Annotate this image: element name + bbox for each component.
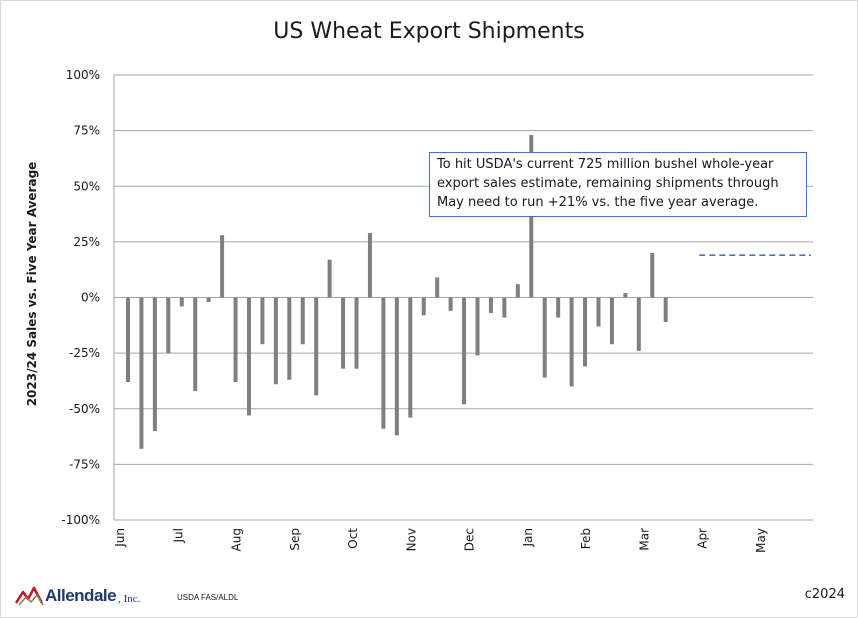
y-tick-label: -25% [69,346,100,360]
bar [367,232,372,298]
bar [408,297,413,418]
annotation-box: To hit USDA's current 725 million bushel… [429,152,807,217]
bar [502,297,507,318]
bar [663,297,668,322]
bar [448,297,453,311]
y-tick-label: 0% [81,291,100,305]
x-tick-label: Nov [404,528,418,551]
bar [475,297,480,356]
x-tick-label: Feb [579,528,593,549]
bar [583,297,588,367]
bar [381,297,386,429]
y-tick-label: -50% [69,402,100,416]
y-tick-label: -100% [61,513,100,527]
bar [300,297,305,345]
bar [220,235,225,298]
bar [488,297,493,314]
bar [206,297,211,302]
x-tick-label: Aug [230,528,244,551]
bar [126,297,130,383]
x-tick-label: Apr [696,528,710,549]
bar [179,297,184,307]
copyright: c2024 [804,587,845,602]
bar [569,297,574,387]
bar [515,284,520,298]
x-tick-label: Jul [171,528,185,543]
bar [421,297,426,316]
bar [596,297,601,327]
bar [233,297,238,383]
x-tick-label: Oct [346,528,360,549]
y-tick-label: 25% [73,235,100,249]
x-tick-label: Jun [113,528,127,548]
y-tick-label: 75% [73,124,100,138]
bar [152,297,157,431]
x-tick-label: Mar [637,528,651,551]
bar [556,297,561,318]
bar [341,297,346,369]
y-tick-label: 50% [73,179,100,193]
bar [287,297,292,380]
bar [650,253,655,298]
x-tick-label: Sep [288,528,302,551]
x-tick-label: Dec [463,528,477,551]
bar [193,297,198,391]
bar [354,297,359,369]
bar [139,297,144,449]
bar [327,259,332,298]
logo-mark-icon [15,586,44,606]
bar [314,297,319,396]
logo-suffix: , Inc. [118,593,141,605]
logo-text: Allendale [45,586,117,605]
bar [394,297,399,436]
x-tick-label: May [754,528,768,553]
bar [260,297,265,345]
bar [435,277,440,298]
bar [166,297,171,354]
y-tick-label: 100% [66,68,100,82]
x-tick-label: Jan [521,528,535,548]
allendale-logo: Allendale , Inc. [15,586,140,606]
bar [542,297,547,378]
source-note: USDA FAS/ALDL [177,593,239,602]
bar [609,297,614,345]
bar [623,293,628,298]
chart-title: US Wheat Export Shipments [273,19,585,44]
bar [636,297,641,351]
bar [246,297,251,416]
y-tick-label: -75% [69,457,100,471]
bar [462,297,467,405]
bar [273,297,278,385]
